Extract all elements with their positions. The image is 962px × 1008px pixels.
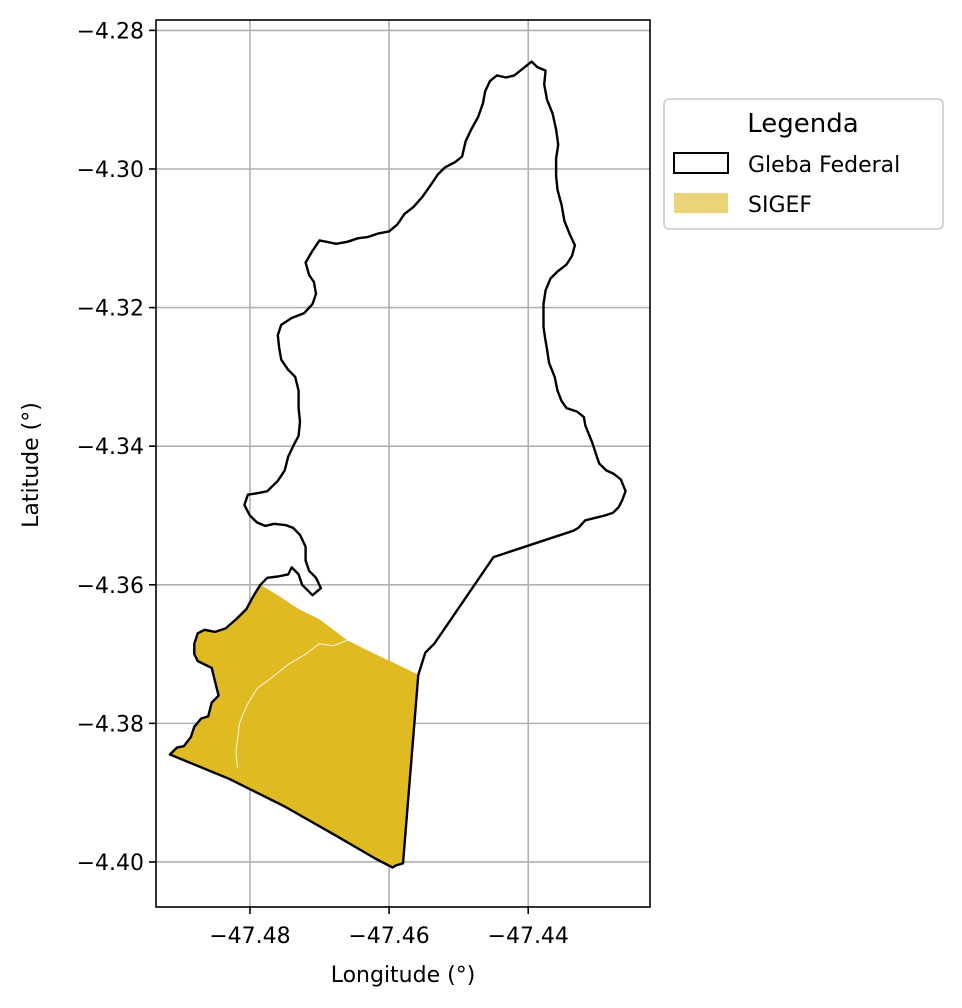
legend-label-sigef: SIGEF (748, 193, 812, 218)
y-tick-label: −4.28 (77, 19, 144, 44)
x-tick-label: −47.46 (348, 924, 429, 949)
layer-sigef (169, 584, 419, 868)
legend: Legenda Gleba Federal SIGEF (663, 98, 944, 230)
y-tick-label: −4.36 (77, 574, 144, 599)
layer-sigef-parcel-boundary (235, 639, 348, 769)
y-tick-label: −4.38 (77, 712, 144, 737)
legend-swatch-gleba-federal (673, 152, 729, 174)
y-tick-label: −4.32 (77, 297, 144, 322)
legend-label-gleba-federal: Gleba Federal (748, 153, 900, 178)
plot-area (155, 19, 651, 908)
legend-box (663, 98, 944, 230)
legend-swatch-sigef (674, 193, 728, 213)
y-tick-label: −4.34 (77, 435, 144, 460)
x-axis-label: Longitude (°) (331, 963, 476, 988)
plot-frame (155, 19, 651, 908)
x-tick-label: −47.48 (209, 924, 290, 949)
y-axis-label: Latitude (°) (19, 402, 44, 528)
x-tick-label: −47.44 (488, 924, 569, 949)
y-tick-label: −4.40 (77, 851, 144, 876)
y-tick-label: −4.30 (77, 158, 144, 183)
legend-title: Legenda (747, 109, 858, 139)
x-axis: −47.48 −47.46 −47.44 (209, 907, 569, 949)
y-axis: −4.28 −4.30 −4.32 −4.34 −4.36 −4.38 −4.40 (77, 19, 156, 876)
map-layers (168, 60, 627, 869)
layer-gleba-federal (168, 60, 627, 869)
